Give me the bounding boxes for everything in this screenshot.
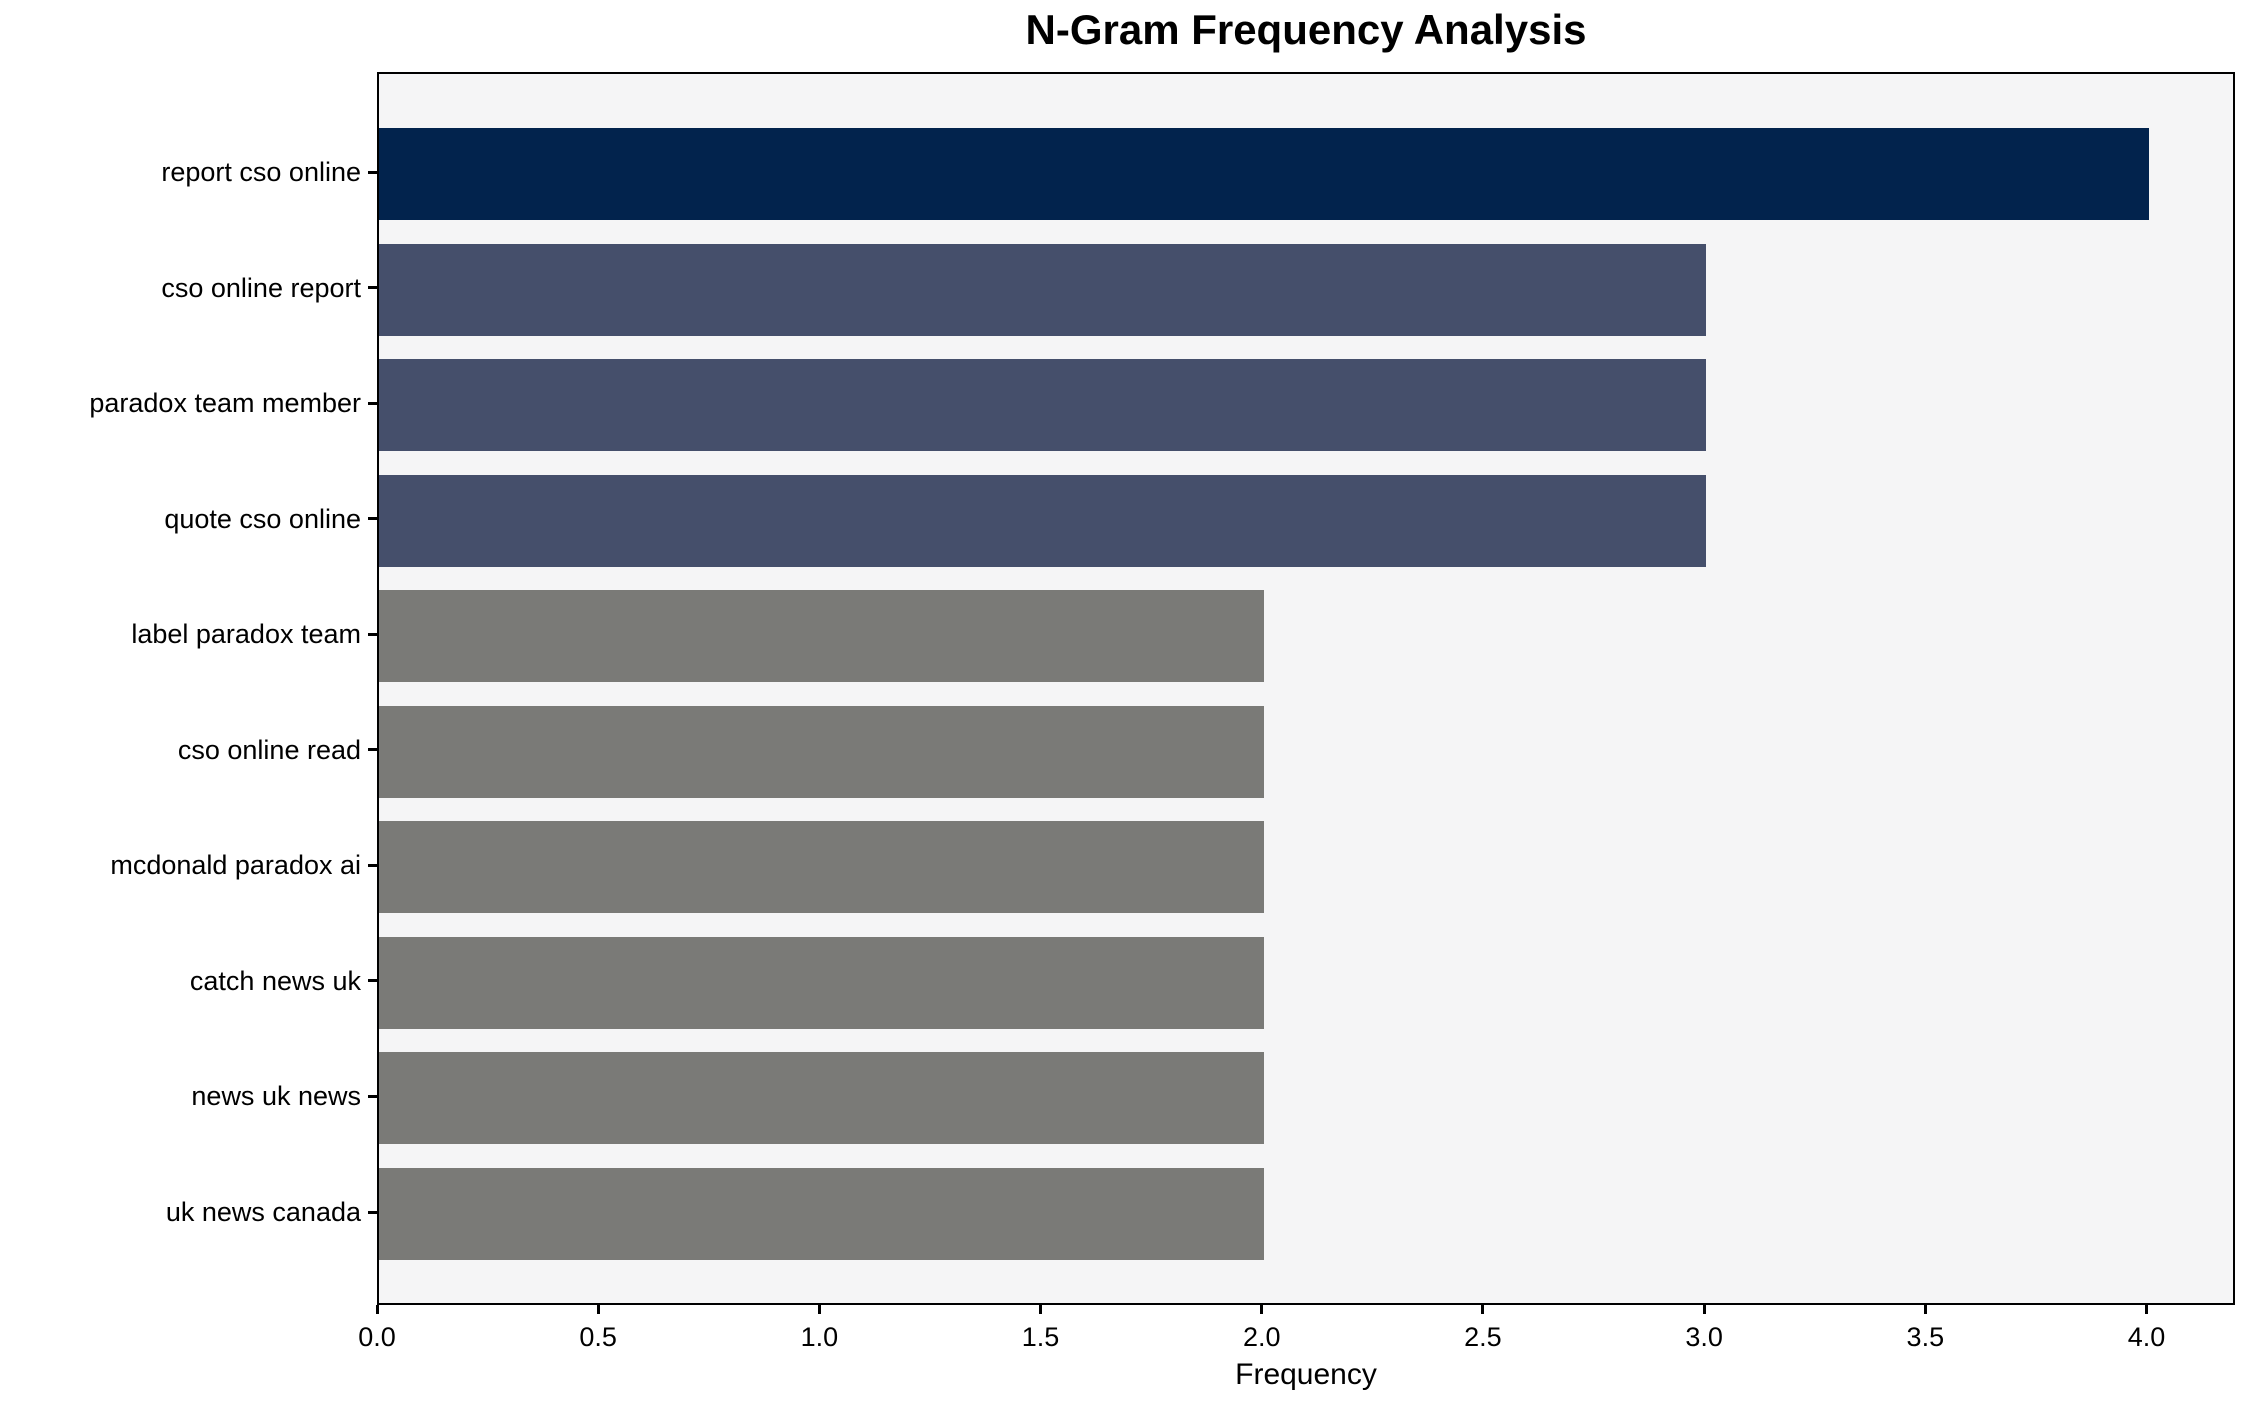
bar-mcdonald-paradox-ai: [379, 821, 1264, 914]
x-axis-title: Frequency: [1235, 1358, 1377, 1391]
y-tick-label-report-cso-online: report cso online: [161, 157, 361, 187]
bar-uk-news-canada: [379, 1168, 1264, 1261]
x-tick-label-3.5: 3.5: [1906, 1322, 1945, 1352]
x-tick-mark: [1260, 1305, 1264, 1314]
bar-cso-online-report: [379, 243, 1706, 336]
x-tick-mark: [1702, 1305, 1706, 1314]
x-tick-mark: [2145, 1305, 2149, 1314]
x-tick-label-1.5: 1.5: [1021, 1322, 1060, 1352]
bar-paradox-team-member: [379, 359, 1706, 452]
bar-news-uk-news: [379, 1052, 1264, 1145]
x-tick-label-4.0: 4.0: [2127, 1322, 2166, 1352]
bar-cso-online-read: [379, 705, 1264, 798]
x-tick-label-1.0: 1.0: [800, 1322, 839, 1352]
x-tick-mark: [817, 1305, 821, 1314]
y-tick-mark: [368, 863, 377, 867]
y-tick-label-cso-online-report: cso online report: [161, 272, 361, 303]
y-tick-mark: [368, 979, 377, 983]
x-tick-label-2.5: 2.5: [1464, 1322, 1502, 1352]
x-tick-label-2.0: 2.0: [1242, 1322, 1281, 1352]
y-tick-mark: [368, 748, 377, 752]
bar-label-paradox-team: [379, 590, 1264, 683]
x-tick-mark: [1923, 1305, 1927, 1314]
y-tick-mark: [368, 170, 377, 174]
y-tick-mark: [368, 286, 377, 290]
y-tick-label-paradox-team-member: paradox team member: [89, 388, 361, 419]
bar-quote-cso-online: [379, 474, 1706, 567]
y-tick-label-label-paradox-team: label paradox team: [131, 619, 361, 650]
y-tick-label-uk-news-canada: uk news canada: [165, 1197, 361, 1228]
y-tick-mark: [368, 632, 377, 636]
x-tick-label-3.0: 3.0: [1685, 1322, 1723, 1352]
x-tick-mark: [596, 1305, 600, 1314]
y-tick-mark: [368, 401, 377, 405]
y-tick-mark: [368, 1210, 377, 1214]
y-tick-label-quote-cso-online: quote cso online: [164, 503, 361, 534]
y-tick-mark: [368, 517, 377, 521]
y-tick-label-cso-online-read: cso online read: [177, 734, 361, 765]
y-tick-mark: [368, 1094, 377, 1098]
x-tick-label-0.0: 0.0: [358, 1322, 396, 1352]
plot-area: [377, 72, 2235, 1305]
y-tick-label-catch-news-uk: catch news uk: [189, 965, 361, 996]
x-tick-label-0.5: 0.5: [579, 1322, 617, 1352]
y-tick-label-mcdonald-paradox-ai: mcdonald paradox ai: [110, 850, 361, 881]
x-tick-mark: [375, 1305, 379, 1314]
x-tick-mark: [1481, 1305, 1485, 1314]
bar-report-cso-online: [379, 128, 2149, 220]
y-tick-label-news-uk-news: news uk news: [191, 1081, 361, 1112]
x-tick-mark: [1039, 1305, 1043, 1314]
chart-title: N-Gram Frequency Analysis: [1025, 6, 1587, 53]
bar-catch-news-uk: [379, 936, 1264, 1029]
